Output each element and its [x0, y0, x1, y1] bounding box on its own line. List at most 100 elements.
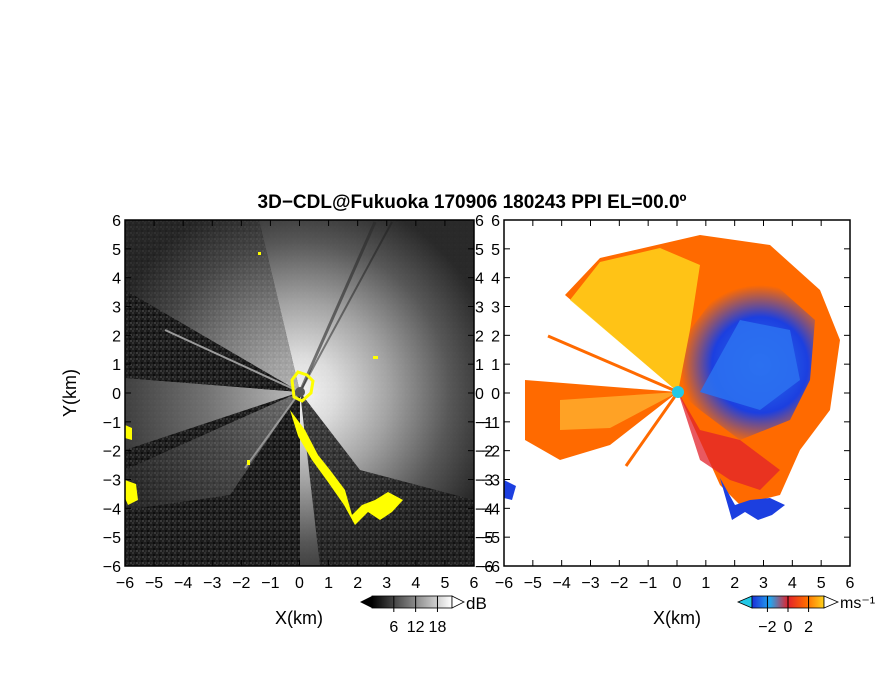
velocity-x-ticks: −6 −5 −4 −3 −2 −1 0 1 2 3 4 5 6: [495, 220, 855, 592]
y-tick-label: 3: [491, 300, 500, 317]
radar-site: [295, 387, 305, 397]
colorbar-arrow-right: [451, 595, 465, 609]
colorbar-tick-label: 12: [407, 619, 425, 636]
y-tick-label: −4: [103, 501, 121, 518]
yellow-echo-edge: [125, 480, 138, 505]
x-tick-label: 5: [440, 575, 449, 592]
y-tick-label: −6: [482, 559, 500, 576]
velocity-blue-fringe: [504, 480, 516, 500]
y-tick-label: −3: [103, 473, 121, 490]
velocity-blue-fringe: [720, 478, 785, 520]
colorbar-arrow-left: [360, 596, 372, 608]
velocity-sector-west-yellow: [560, 392, 678, 430]
velocity-streak: [624, 391, 680, 467]
y-tick-label: −2: [482, 444, 500, 461]
y-tick-label-right: 5: [475, 242, 484, 259]
y-tick-label: 0: [491, 386, 500, 403]
y-tick-label: 1: [112, 357, 121, 374]
x-tick-label: 4: [788, 575, 797, 592]
x-tick-label: −6: [116, 575, 134, 592]
y-tick-label: −4: [482, 501, 500, 518]
velocity-y-ticks: −6 −5 −4 −3 −2 −1 0 1 2 3 4 5 6: [482, 213, 850, 576]
y-tick-label-right: −5: [475, 530, 493, 547]
y-tick-label-right: −2: [475, 444, 493, 461]
x-tick-label: 6: [846, 575, 855, 592]
colorbar-tick-label: 6: [389, 619, 398, 636]
shadow-sector-se: [300, 392, 474, 566]
y-tick-label: −5: [103, 530, 121, 547]
echo-sector-west: [125, 378, 300, 450]
y-tick-label: 3: [112, 300, 121, 317]
y-tick-label-right: −3: [475, 473, 493, 490]
yellow-echo-speck: [247, 460, 250, 465]
velocity-xlabel: X(km): [653, 608, 701, 628]
yellow-echo-speck: [373, 356, 378, 359]
x-tick-label: −5: [145, 575, 163, 592]
colorbar-arrow-right: [823, 595, 840, 609]
colorbar-gradient: [371, 595, 453, 609]
colorbar-tick-label: 0: [784, 619, 793, 636]
y-tick-label: 2: [112, 328, 121, 345]
x-tick-label: 2: [353, 575, 362, 592]
y-tick-label: 0: [112, 386, 121, 403]
y-tick-label-right: −6: [475, 559, 493, 576]
x-tick-label: −1: [261, 575, 279, 592]
x-tick-label: 0: [295, 575, 304, 592]
yellow-echo-speck: [258, 252, 261, 255]
x-tick-label: −6: [495, 575, 513, 592]
colorbar-unit: dB: [466, 594, 487, 613]
reflectivity-field: [125, 220, 474, 566]
y-tick-label: −6: [103, 559, 121, 576]
y-tick-label: −1: [103, 415, 121, 432]
echo-sector-southwest: [125, 392, 300, 510]
reflectivity-ylabel: Y(km): [60, 369, 80, 417]
colorbar-tick-label: 18: [429, 619, 447, 636]
x-tick-label: 3: [759, 575, 768, 592]
reflectivity-right-ticks: −6 −5 −4 −3 −2 −1 0 1 2 3 4 5 6: [468, 213, 493, 576]
y-tick-label-right: 4: [475, 271, 484, 288]
x-tick-label: −4: [174, 575, 192, 592]
y-tick-label-right: 2: [475, 328, 484, 345]
reflectivity-colorbar: 6 12 18 dB: [360, 594, 487, 636]
colorbar-tick-label: 2: [804, 619, 813, 636]
velocity-streak: [547, 334, 679, 394]
y-tick-label: −1: [482, 415, 500, 432]
colorbar-tick-label: −2: [758, 619, 776, 636]
y-tick-label: 6: [112, 213, 121, 230]
x-tick-label: 1: [324, 575, 333, 592]
velocity-colorbar: −2 0 2 ms⁻¹: [736, 595, 875, 636]
x-tick-label: −3: [581, 575, 599, 592]
velocity-field: [504, 220, 850, 566]
y-tick-label-right: 3: [475, 300, 484, 317]
x-tick-label: 0: [673, 575, 682, 592]
y-tick-label-right: 6: [475, 213, 484, 230]
y-tick-label: 1: [491, 357, 500, 374]
x-tick-label: −3: [203, 575, 221, 592]
velocity-panel: −6 −5 −4 −3 −2 −1 0 1 2 3 4 5 6 −6−5−4−3−2−10123456 …: [482, 213, 855, 628]
y-tick-label-right: 0: [475, 386, 484, 403]
colorbar-unit: ms⁻¹: [840, 595, 875, 612]
velocity-sector-red: [678, 392, 780, 490]
reflectivity-panel: −6 −5 −4 −3 −2 −1 0 1 2 3 4 5 6 −6−5−4−3−2−10123456 …: [60, 213, 493, 628]
echo-sector-upper: [125, 220, 300, 392]
y-tick-label-right: −4: [475, 501, 493, 518]
colorbar-arrow-left: [736, 595, 753, 609]
figure-title: 3D−CDL@Fukuoka 170906 180243 PPI EL=00.0…: [258, 192, 687, 213]
y-tick-label: −2: [103, 444, 121, 461]
x-tick-label: −2: [610, 575, 628, 592]
y-tick-label: −5: [482, 530, 500, 547]
x-tick-label: −2: [232, 575, 250, 592]
yellow-echo-near: [290, 370, 315, 403]
x-tick-label: 6: [470, 575, 479, 592]
y-tick-label: 6: [491, 213, 500, 230]
velocity-sector-north-yellow: [570, 248, 700, 392]
yellow-echo-band: [290, 410, 403, 525]
x-tick-label: −5: [524, 575, 542, 592]
x-tick-label: −4: [553, 575, 571, 592]
velocity-radar-site: [672, 386, 684, 398]
y-tick-label: 2: [491, 328, 500, 345]
x-tick-label: 5: [817, 575, 826, 592]
x-tick-label: −1: [639, 575, 657, 592]
x-tick-label: 1: [701, 575, 710, 592]
